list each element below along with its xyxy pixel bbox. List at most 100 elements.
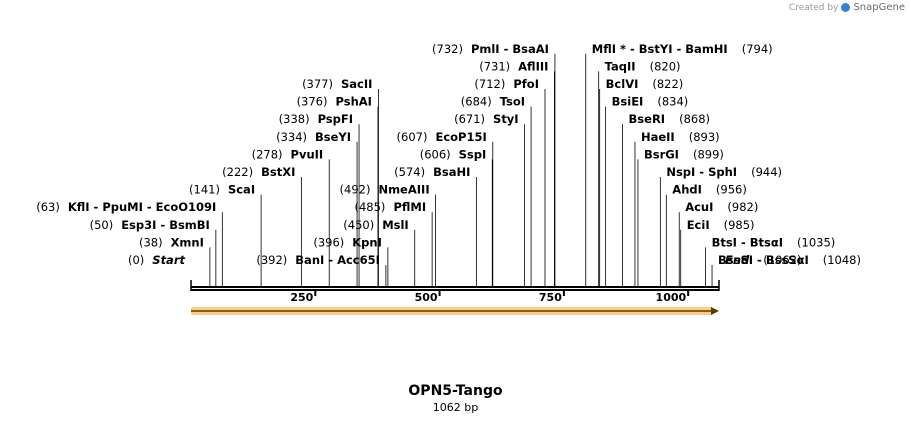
site-position: (794) [742, 42, 773, 56]
cut-site-label: (38) XmnI [139, 235, 204, 249]
cut-site-label: (222) BstXI [222, 165, 295, 179]
enzyme-name: PflMI [393, 200, 426, 214]
end-marker-label: (0) Start [128, 253, 186, 267]
site-position: (899) [693, 147, 724, 161]
cut-site-label: (450) MslI [343, 218, 408, 232]
cut-site-label: NspI - SphI (944) [666, 165, 782, 179]
enzyme-name: KpnI [352, 235, 382, 249]
enzyme-name: BssSI - BssSαI [718, 253, 809, 267]
ruler-tick-label: 750 [539, 291, 562, 304]
site-position: (671) [454, 112, 485, 126]
site-position: (0) [128, 253, 144, 267]
site-position: (450) [343, 218, 374, 232]
cut-site-label: (607) EcoP15I [397, 130, 487, 144]
site-position: (1035) [797, 235, 835, 249]
svg-text:NspI - SphI(944): NspI - SphI (944) [666, 165, 782, 179]
svg-text:HaeII(893): HaeII (893) [641, 130, 720, 144]
site-position: (222) [222, 165, 253, 179]
site-position: (834) [657, 95, 688, 109]
ruler-tick-label: 250 [290, 291, 313, 304]
site-position: (607) [397, 130, 428, 144]
enzyme-name: BstXI [261, 165, 295, 179]
snapgene-logo-icon [841, 3, 851, 12]
enzyme-name: NspI - SphI [666, 165, 737, 179]
ruler-tick-label: 500 [415, 291, 438, 304]
enzyme-name: BsrGI [644, 147, 679, 161]
site-labels: (38) XmnI (50) Esp3I - BsmBI (63) KflI - PpuM… [36, 42, 861, 267]
svg-text:(732)PmlI - BsaAI: (732) PmlI - BsaAI [432, 42, 549, 56]
site-position: (63) [36, 200, 60, 214]
enzyme-name: TsoI [500, 95, 525, 109]
enzyme-name: PfoI [513, 77, 539, 91]
enzyme-name: PmlI - BsaAI [471, 42, 549, 56]
site-position: (868) [679, 112, 710, 126]
cut-site-label: BclVI (822) [606, 77, 684, 91]
site-position: (338) [279, 112, 310, 126]
enzyme-name: MslI [382, 218, 409, 232]
site-position: (334) [276, 130, 307, 144]
cut-site-label: (377) SacII [302, 77, 372, 91]
site-position: (893) [689, 130, 720, 144]
site-position: (732) [432, 42, 463, 56]
svg-text:BsrGI(899): BsrGI (899) [644, 147, 724, 161]
site-position: (392) [256, 253, 287, 267]
enzyme-name: HaeII [641, 130, 675, 144]
feature-arrow [191, 307, 719, 315]
cut-site-label: (732) PmlI - BsaAI [432, 42, 549, 56]
dna-backbone [190, 280, 720, 291]
cut-site-label: (731) AflIII [479, 59, 548, 73]
svg-text:(376)PshAI: (376) PshAI [297, 95, 372, 109]
enzyme-name: MflI * - BstYI - BamHI [592, 42, 728, 56]
enzyme-name: StyI [493, 112, 519, 126]
enzyme-name: AflIII [518, 59, 548, 73]
site-position: (278) [252, 147, 283, 161]
svg-text:(607)EcoP15I: (607) EcoP15I [397, 130, 487, 144]
svg-text:(38)XmnI: (38) XmnI [139, 235, 204, 249]
svg-text:BsiEI(834): BsiEI (834) [612, 95, 689, 109]
site-position: (574) [394, 165, 425, 179]
cut-site-label: (485) PflMI [355, 200, 427, 214]
cut-site-label: EciI (985) [687, 218, 755, 232]
site-position: (606) [420, 147, 451, 161]
svg-text:MflI * - BstYI - BamHI(794: MflI * - BstYI - BamHI (794) [592, 42, 773, 56]
cut-site-label: AcuI (982) [685, 200, 758, 214]
svg-text:(450)MslI: (450) MslI [343, 218, 408, 232]
end-marker-label: End (1062) [725, 253, 802, 267]
cut-site-label: MflI * - BstYI - BamHI (794) [592, 42, 773, 56]
enzyme-name: EcoP15I [435, 130, 486, 144]
ruler-ticks: 250 500 750 1000 [290, 290, 690, 304]
svg-text:(377)SacII: (377) SacII [302, 77, 372, 91]
cut-site-label: (671) StyI [454, 112, 519, 126]
site-lines [209, 53, 713, 286]
svg-text:(684)TsoI: (684) TsoI [461, 95, 525, 109]
svg-text:(606)SspI: (606) SspI [420, 147, 487, 161]
svg-text:End(1062): End (1062) [725, 253, 802, 267]
enzyme-name: BclVI [606, 77, 639, 91]
cut-site-label: BssSI - BssSαI (1048) [718, 253, 861, 267]
cut-site-label: (338) PspFI [279, 112, 353, 126]
enzyme-name: TaqII [605, 59, 636, 73]
cut-site-label: (712) PfoI [474, 77, 539, 91]
site-position: (485) [355, 200, 386, 214]
cut-site-label: (492) NmeAIII [340, 183, 430, 197]
enzyme-name: BanI - Acc65I [295, 253, 380, 267]
cut-site-label: (50) Esp3I - BsmBI [90, 218, 210, 232]
svg-text:(334)BseYI: (334) BseYI [276, 130, 351, 144]
site-position: (712) [474, 77, 505, 91]
cut-site-label: AhdI (956) [672, 183, 747, 197]
svg-text:(712)PfoI: (712) PfoI [474, 77, 539, 91]
site-position: (492) [340, 183, 371, 197]
site-position: (944) [751, 165, 782, 179]
cut-site-label: (63) KflI - PpuMI - EcoO109I [36, 200, 216, 214]
enzyme-name: Esp3I - BsmBI [121, 218, 210, 232]
enzyme-name: BseYI [315, 130, 351, 144]
site-position: (956) [716, 183, 747, 197]
site-position: (1062) [763, 253, 801, 267]
svg-text:(396)KpnI: (396) KpnI [313, 235, 382, 249]
credit-prefix: Created by [788, 2, 839, 13]
enzyme-name: PspFI [318, 112, 353, 126]
construct-length: 1062 bp [432, 401, 479, 414]
cut-site-label: TaqII (820) [605, 59, 681, 73]
site-position: (684) [461, 95, 492, 109]
